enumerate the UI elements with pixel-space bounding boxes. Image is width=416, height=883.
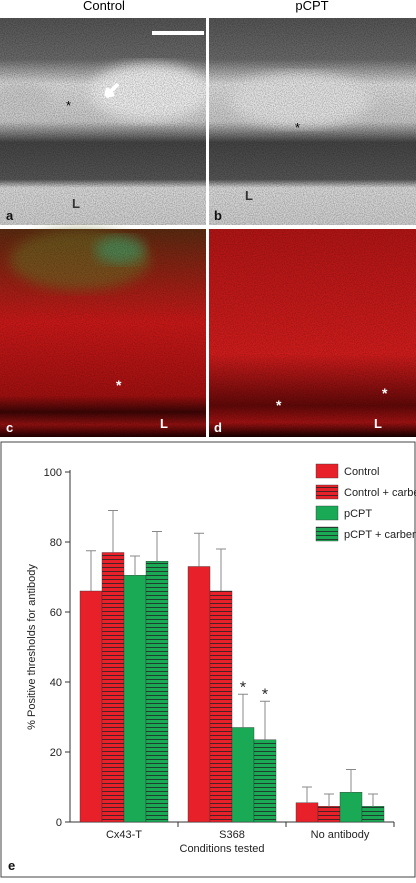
bar	[187, 566, 211, 823]
lumen-label: L	[72, 196, 80, 211]
bar	[317, 806, 341, 823]
panel-letter: a	[6, 208, 14, 223]
error-bar	[368, 793, 378, 807]
y-axis-label: % Positive thresholds for antibody	[26, 564, 38, 730]
x-tick-label: Cx43-T	[106, 829, 142, 841]
error-bar	[346, 769, 356, 793]
panel-letter: b	[214, 208, 222, 223]
error-bar	[130, 555, 140, 576]
lumen-label: L	[374, 416, 382, 431]
bar	[253, 739, 277, 823]
bar	[123, 575, 147, 823]
bar	[339, 792, 363, 823]
asterisk: *	[66, 98, 71, 113]
bar	[209, 590, 233, 823]
error-bar	[108, 510, 118, 553]
micrograph-b	[209, 18, 416, 225]
column-title: pCPT	[295, 0, 328, 13]
y-tick-label: 100	[44, 467, 62, 479]
column-title: Control	[83, 0, 125, 13]
y-tick-label: 20	[50, 747, 62, 759]
legend-label: Control	[344, 466, 379, 478]
x-tick-label: S368	[219, 829, 245, 841]
y-tick-label: 60	[50, 607, 62, 619]
x-tick-label: No antibody	[311, 829, 370, 841]
asterisk: *	[276, 397, 282, 413]
legend-label: pCPT	[344, 508, 372, 520]
legend-swatch	[315, 505, 339, 521]
y-tick-label: 80	[50, 537, 62, 549]
error-bar	[216, 548, 226, 591]
error-bar	[194, 532, 204, 567]
legend-swatch	[315, 526, 339, 542]
error-bar	[152, 531, 162, 562]
error-bar	[260, 700, 270, 740]
bar	[231, 727, 255, 823]
panel-letter: e	[8, 858, 15, 873]
legend-swatch	[315, 463, 339, 479]
annotation: *	[262, 686, 268, 703]
lumen-label: L	[245, 188, 253, 203]
chart: 0 20 40 60 80 100 % Positive thresholds for an…	[8, 463, 416, 873]
error-bar	[238, 693, 248, 728]
legend-label: pCPT + carbenoxolone	[344, 529, 416, 541]
bar	[101, 552, 125, 823]
micrograph-c	[0, 229, 206, 437]
bar	[361, 806, 385, 823]
y-tick-label: 0	[56, 817, 62, 829]
error-bar	[86, 550, 96, 591]
lumen-label: L	[160, 416, 168, 431]
annotation: *	[240, 679, 246, 696]
bar	[295, 802, 319, 823]
asterisk: *	[382, 385, 388, 401]
legend-label: Control + carbenoxolone	[344, 487, 416, 499]
x-axis-label: Conditions tested	[180, 843, 265, 855]
panel-letter: d	[214, 420, 222, 435]
error-bar	[324, 793, 334, 807]
legend-swatch	[315, 484, 339, 500]
micrograph-a	[0, 18, 210, 225]
error-bar	[302, 786, 312, 803]
asterisk: *	[116, 377, 122, 393]
asterisk: *	[295, 120, 300, 135]
panel-letter: c	[6, 420, 13, 435]
bar	[145, 561, 169, 823]
micrograph-d	[209, 229, 416, 437]
bar	[79, 590, 103, 823]
y-tick-label: 40	[50, 677, 62, 689]
